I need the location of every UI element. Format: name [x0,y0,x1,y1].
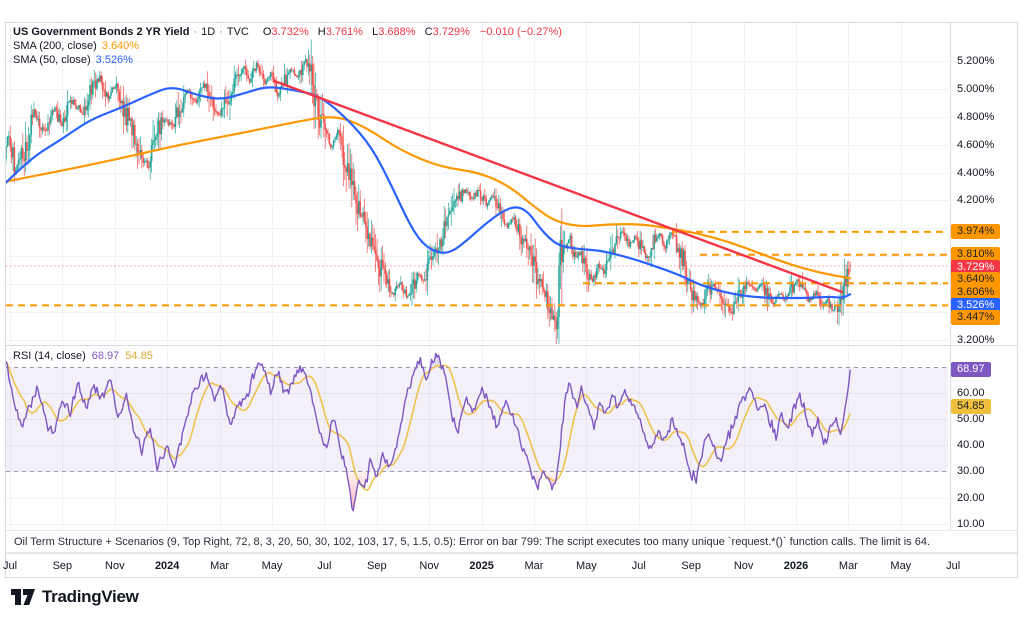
time-tick-2024: 2024 [154,560,180,572]
price-badge-3729: 3.729% [951,259,1001,275]
time-tick-May: May [576,560,597,572]
time-tick-Sep: Sep [52,560,73,572]
change-value: −0.010 (−0.27%) [479,25,562,38]
rsi-value: 68.97 [91,349,120,362]
rsi-legend-row[interactable]: RSI (14, close) 68.97 54.85 [13,349,153,362]
time-tick-Sep: Sep [367,560,387,572]
time-tick-Sep: Sep [681,560,701,572]
sma200-value: 3.640% [101,39,140,52]
price-badge-3640: 3.640% [951,272,1001,288]
sma200-legend-row[interactable]: SMA (200, close) 3.640% [13,39,562,52]
main-legend: US Government Bonds 2 YR Yield · 1D · TV… [13,25,562,67]
price-badge-3974: 3.974% [951,224,1001,240]
rsi-badge-6897: 68.97 [951,362,991,378]
open-label: O [262,25,272,38]
time-axis[interactable]: Jul Sep Nov 2024 Mar May Jul Sep Nov 2025 Mar May Ju… [3,553,960,578]
time-tick-May: May [890,560,912,572]
script-error-message[interactable]: Oil Term Structure + Scenarios (9, Top R… [6,530,1017,553]
rsi-tick-label: 10.00 [957,517,985,530]
interval-label: 1D [201,25,216,38]
price-tick-label: 5.000% [957,82,995,95]
symbol-title: US Government Bonds 2 YR Yield [13,25,190,38]
price-tick-label: 4.400% [957,166,995,179]
price-tick-label: 4.800% [957,110,995,123]
high-label: H [317,25,326,38]
price-badge-3526: 3.526% [951,297,1001,313]
open-value: 3.732% [271,25,309,38]
sma50-value: 3.526% [95,53,133,66]
rsi-tick-label: 50.00 [957,413,985,426]
time-tick-Mar: Mar [210,560,230,572]
price-tick-label: 5.200% [957,55,995,67]
sma50-legend-row[interactable]: SMA (50, close) 3.526% [13,53,562,66]
ohlc-group: O3.732% H3.761% L3.688% C3.729% −0.010 (… [257,26,562,38]
price-tick-label: 4.200% [957,194,995,207]
price-tick-label: 4.600% [957,138,995,151]
legend-separator: · [193,25,198,38]
time-tick-Jul: Jul [2,560,18,572]
close-label: C [424,25,433,38]
time-tick-Jul: Jul [631,560,646,572]
rsi-ma-value: 54.85 [125,349,153,362]
rsi-tick-label: 30.00 [957,465,985,478]
time-tick-Nov: Nov [419,560,439,572]
tradingview-glyph-icon [11,589,35,605]
price-badge-3810: 3.810% [951,247,1001,263]
close-value: 3.729% [432,25,470,38]
price-badge-3447: 3.447% [951,310,1001,326]
exchange-label: TVC [226,25,249,38]
rsi-tick-label: 40.00 [957,439,985,452]
tradingview-logo[interactable]: TradingView [10,585,139,609]
time-tick-May: May [261,560,283,572]
time-tick-Nov: Nov [733,560,754,572]
rsi-label: RSI (14, close) [13,349,86,362]
symbol-legend-row[interactable]: US Government Bonds 2 YR Yield · 1D · TV… [13,25,562,38]
high-value: 3.761% [325,25,364,38]
time-tick-Jul: Jul [946,560,961,572]
low-value: 3.688% [378,25,416,38]
tradingview-wordmark: TradingView [42,587,139,606]
sma50-label: SMA (50, close) [13,53,91,66]
sma200-label: SMA (200, close) [13,39,97,52]
rsi-badge-5485: 54.85 [951,398,991,414]
time-tick-Mar: Mar [524,560,544,572]
price-badge-3606: 3.606% [951,285,1001,301]
price-tick-label: 3.200% [957,333,995,346]
legend-separator: · [219,25,223,38]
time-tick-Nov: Nov [105,560,125,572]
rsi-tick-label: 20.00 [957,491,985,504]
low-label: L [372,25,379,38]
time-tick-Mar: Mar [838,560,858,572]
time-tick-2026: 2026 [783,560,809,572]
rsi-tick-label: 60.00 [957,387,985,399]
time-tick-Jul: Jul [317,560,332,572]
time-tick-2025: 2025 [469,560,494,572]
